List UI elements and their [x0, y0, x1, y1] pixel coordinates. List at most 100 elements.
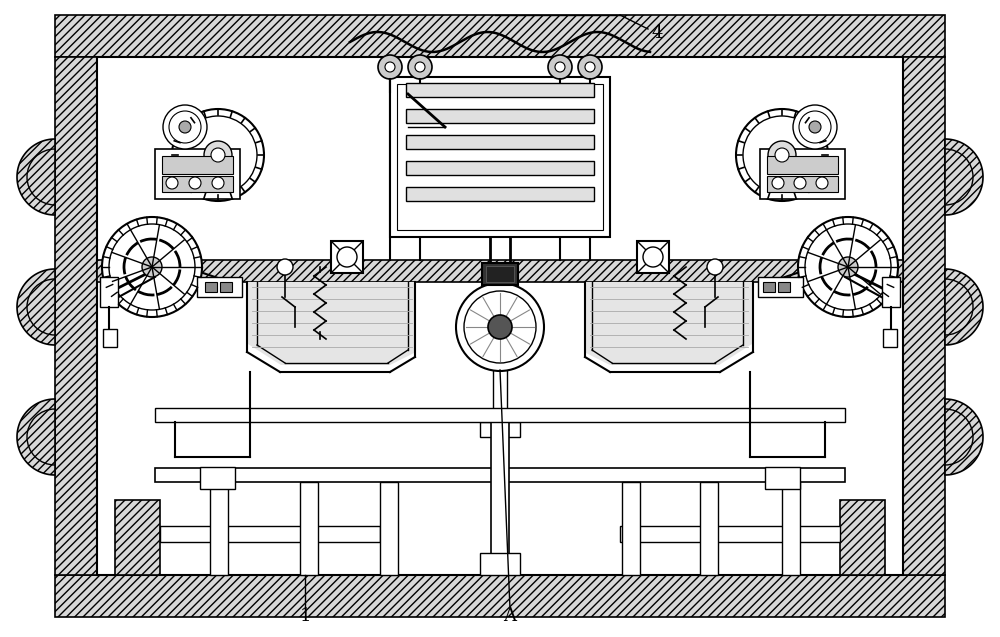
Bar	[883, 329, 897, 347]
Bar	[480, 422, 520, 437]
Bar	[491, 420, 509, 575]
Bar	[103, 329, 117, 347]
Circle shape	[838, 257, 858, 277]
Bar	[200, 467, 235, 489]
Circle shape	[585, 62, 595, 72]
Bar	[162, 176, 233, 192]
Polygon shape	[586, 282, 752, 365]
Text: A: A	[504, 607, 516, 625]
Bar	[220, 282, 232, 292]
Bar	[406, 109, 594, 123]
Bar	[406, 83, 594, 97]
Bar	[840, 500, 885, 575]
Circle shape	[768, 141, 796, 169]
Bar	[155, 468, 845, 482]
Bar	[100, 277, 118, 307]
Bar	[160, 526, 380, 542]
Circle shape	[408, 55, 432, 79]
Bar	[55, 575, 945, 617]
Bar	[115, 500, 160, 575]
Circle shape	[163, 105, 207, 149]
Circle shape	[456, 283, 544, 371]
Polygon shape	[945, 399, 983, 475]
Bar	[767, 176, 838, 192]
Bar	[97, 57, 903, 575]
Circle shape	[337, 247, 357, 267]
Bar	[210, 482, 228, 575]
Circle shape	[211, 148, 225, 162]
Circle shape	[707, 259, 723, 275]
Circle shape	[555, 62, 565, 72]
Bar	[700, 482, 718, 575]
Bar	[162, 156, 233, 174]
Circle shape	[277, 259, 293, 275]
Circle shape	[816, 177, 828, 189]
Polygon shape	[17, 269, 55, 345]
Bar	[763, 282, 775, 292]
Circle shape	[809, 121, 821, 133]
Circle shape	[488, 315, 512, 339]
Circle shape	[169, 111, 201, 143]
Text: 4: 4	[652, 24, 663, 42]
Circle shape	[775, 148, 789, 162]
Circle shape	[179, 121, 191, 133]
Polygon shape	[945, 269, 983, 345]
Polygon shape	[248, 282, 414, 365]
Circle shape	[772, 177, 784, 189]
Bar	[406, 161, 594, 175]
Bar	[480, 553, 520, 575]
Bar	[758, 277, 803, 297]
Circle shape	[204, 141, 232, 169]
Bar	[406, 135, 594, 149]
Bar	[205, 282, 217, 292]
Bar	[767, 156, 838, 174]
Circle shape	[142, 257, 162, 277]
Circle shape	[415, 62, 425, 72]
Circle shape	[743, 116, 821, 194]
Bar	[493, 327, 507, 427]
Bar	[390, 77, 610, 237]
Circle shape	[172, 109, 264, 201]
Bar	[637, 241, 669, 273]
Bar	[55, 57, 97, 575]
Bar	[155, 149, 240, 199]
Bar	[97, 57, 903, 575]
Bar	[482, 263, 518, 285]
Text: 1: 1	[299, 607, 311, 625]
Circle shape	[799, 111, 831, 143]
Bar	[331, 241, 363, 273]
Circle shape	[109, 224, 195, 310]
Bar	[765, 467, 800, 489]
Bar	[882, 277, 900, 307]
Bar	[380, 482, 398, 575]
Bar	[903, 57, 945, 575]
Bar	[115, 500, 160, 575]
Bar	[486, 266, 514, 282]
Bar	[406, 187, 594, 201]
Bar	[197, 277, 242, 297]
Circle shape	[736, 109, 828, 201]
Bar	[55, 15, 945, 57]
Bar	[55, 57, 97, 575]
Circle shape	[794, 177, 806, 189]
Bar	[300, 482, 318, 575]
Circle shape	[166, 177, 178, 189]
Circle shape	[643, 247, 663, 267]
Bar	[620, 526, 840, 542]
Bar	[55, 15, 945, 57]
Circle shape	[548, 55, 572, 79]
Circle shape	[464, 291, 536, 363]
Circle shape	[805, 224, 891, 310]
Circle shape	[179, 116, 257, 194]
Circle shape	[212, 177, 224, 189]
Circle shape	[578, 55, 602, 79]
Circle shape	[798, 217, 898, 317]
Circle shape	[793, 105, 837, 149]
Circle shape	[102, 217, 202, 317]
Bar	[397, 84, 603, 230]
Bar	[840, 500, 885, 575]
Bar	[55, 575, 945, 617]
Bar	[903, 57, 945, 575]
Circle shape	[189, 177, 201, 189]
Bar	[622, 482, 640, 575]
